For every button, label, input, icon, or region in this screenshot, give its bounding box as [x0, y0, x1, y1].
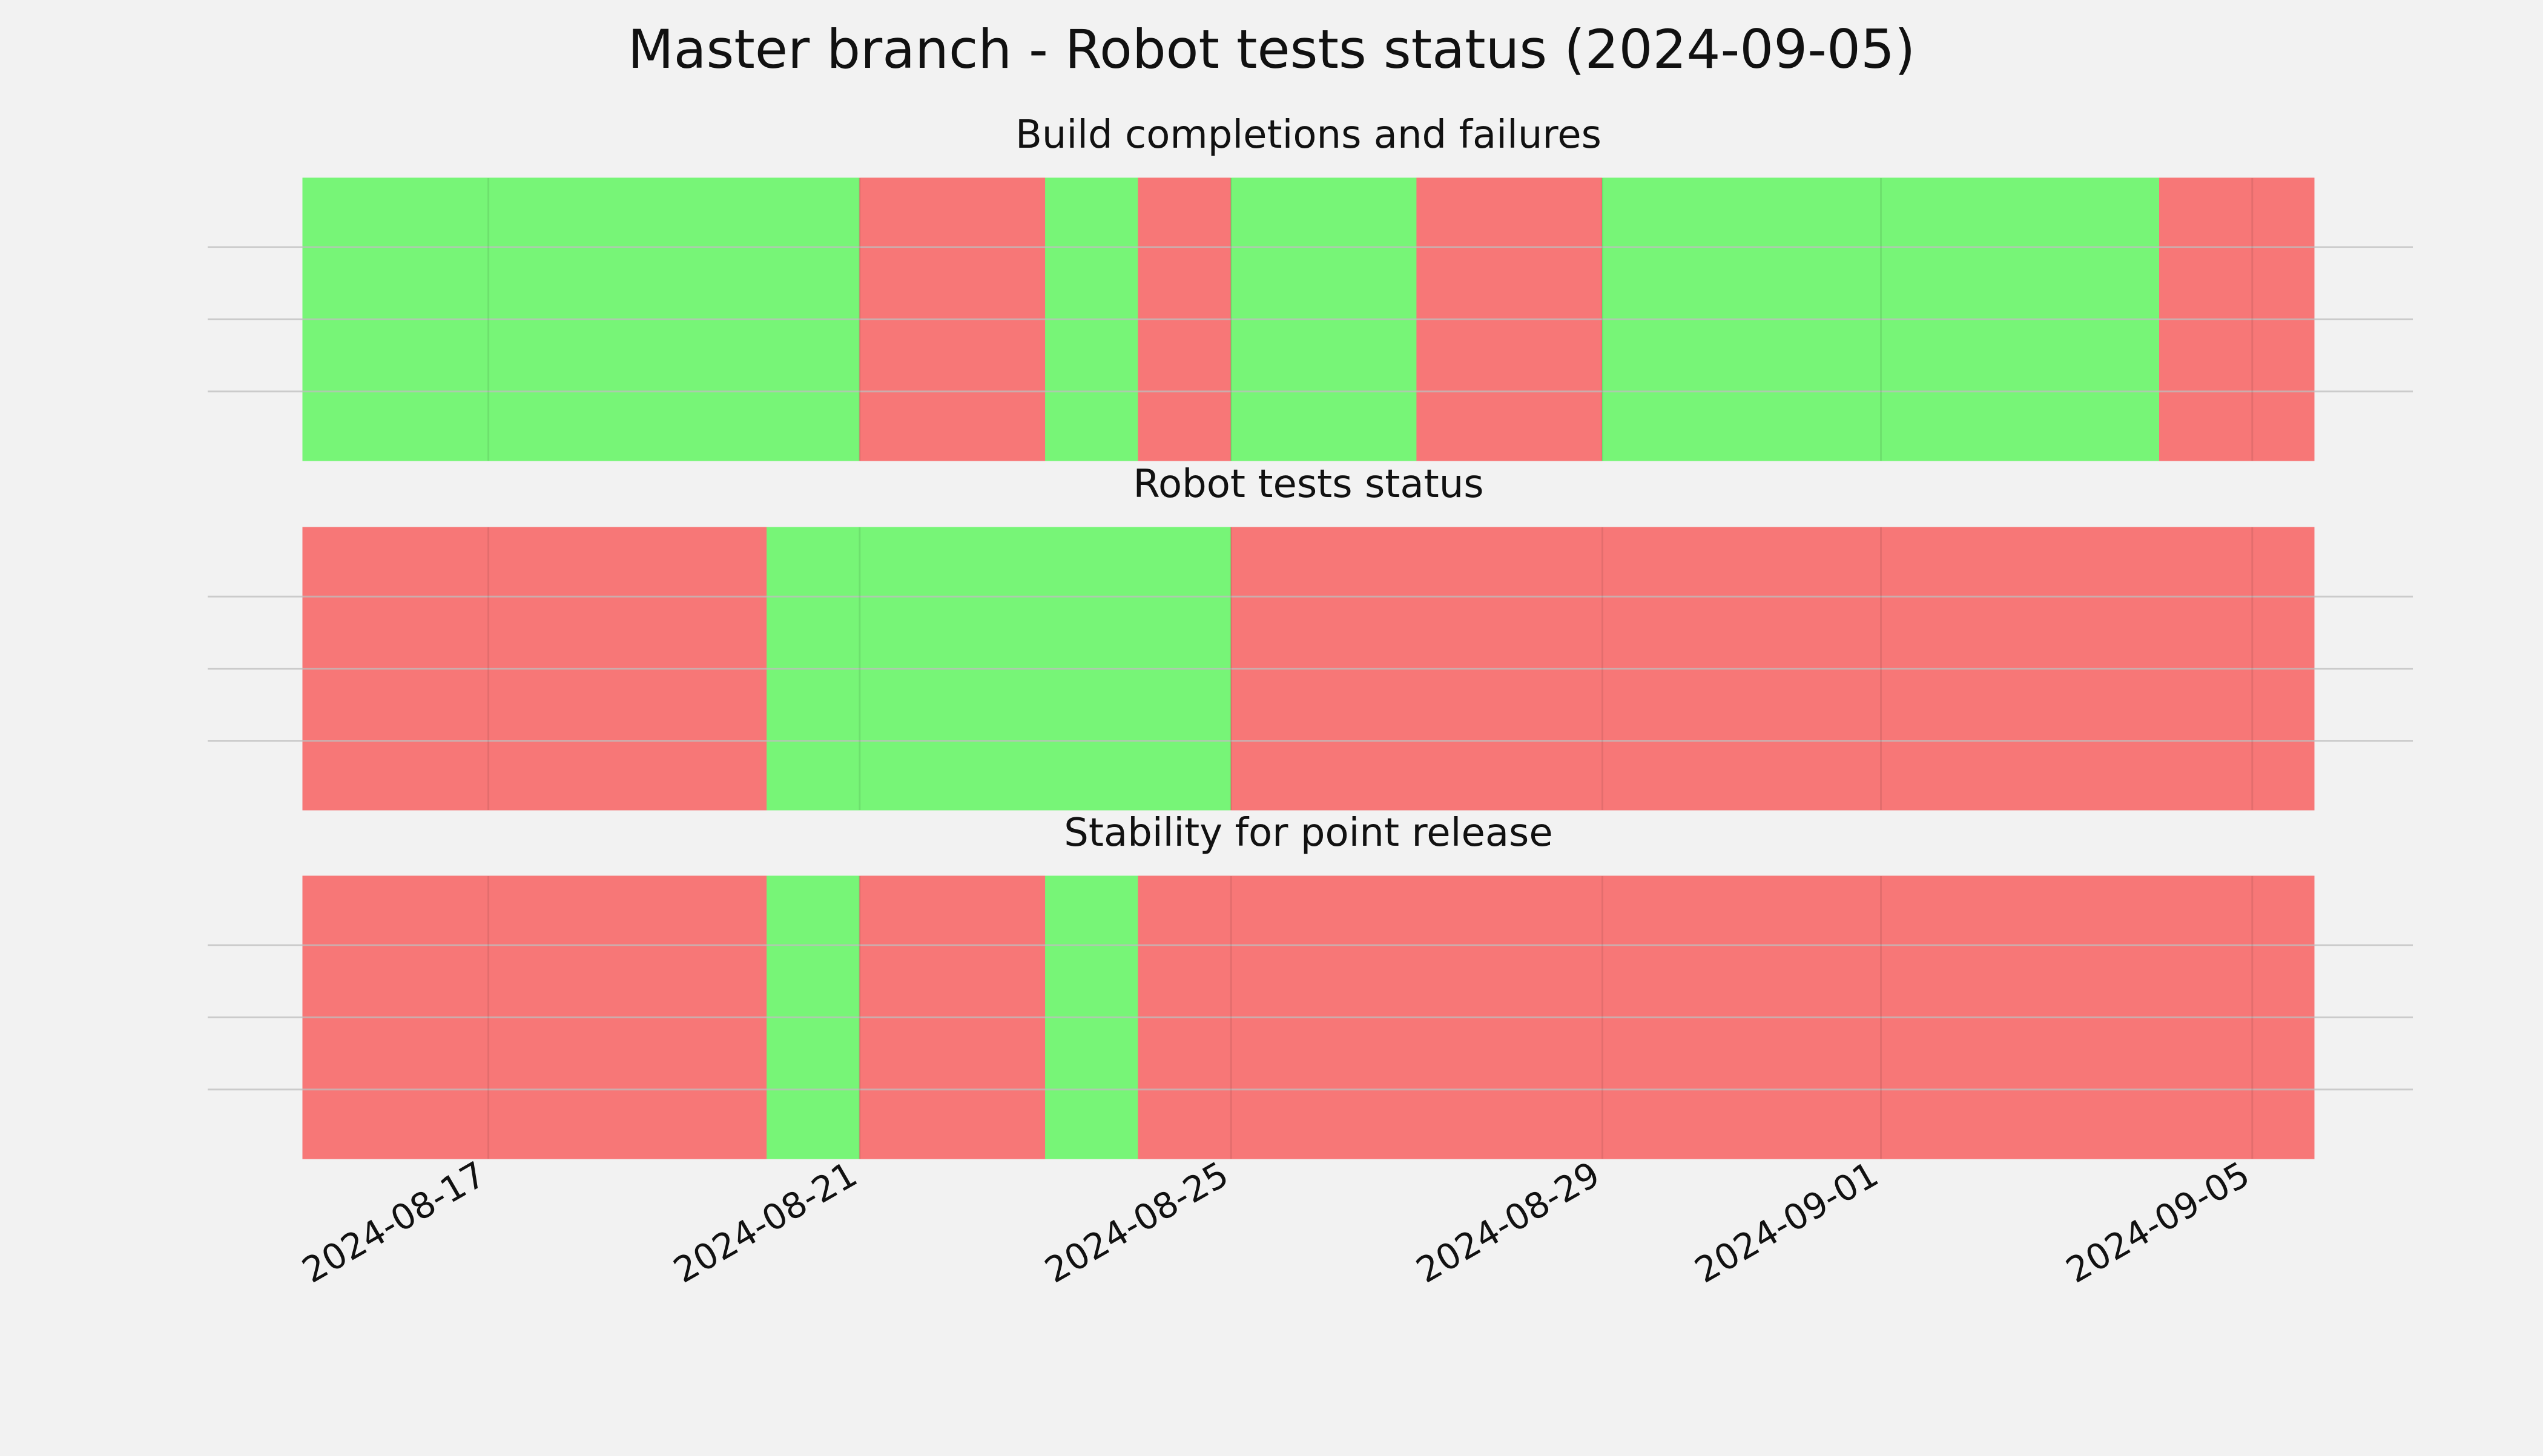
panel-1: Build completions and failures: [208, 113, 2413, 461]
panel-title: Robot tests status: [1133, 462, 1483, 507]
panel-2: Robot tests status: [208, 462, 2413, 811]
panel-3: Stability for point release: [208, 811, 2413, 1159]
panels-layer: Build completions and failures Robot test…: [208, 113, 2413, 1159]
panel-title: Build completions and failures: [1015, 113, 1601, 157]
panel-title: Stability for point release: [1064, 811, 1553, 855]
chart-title: Master branch - Robot tests status (2024…: [628, 18, 1916, 81]
